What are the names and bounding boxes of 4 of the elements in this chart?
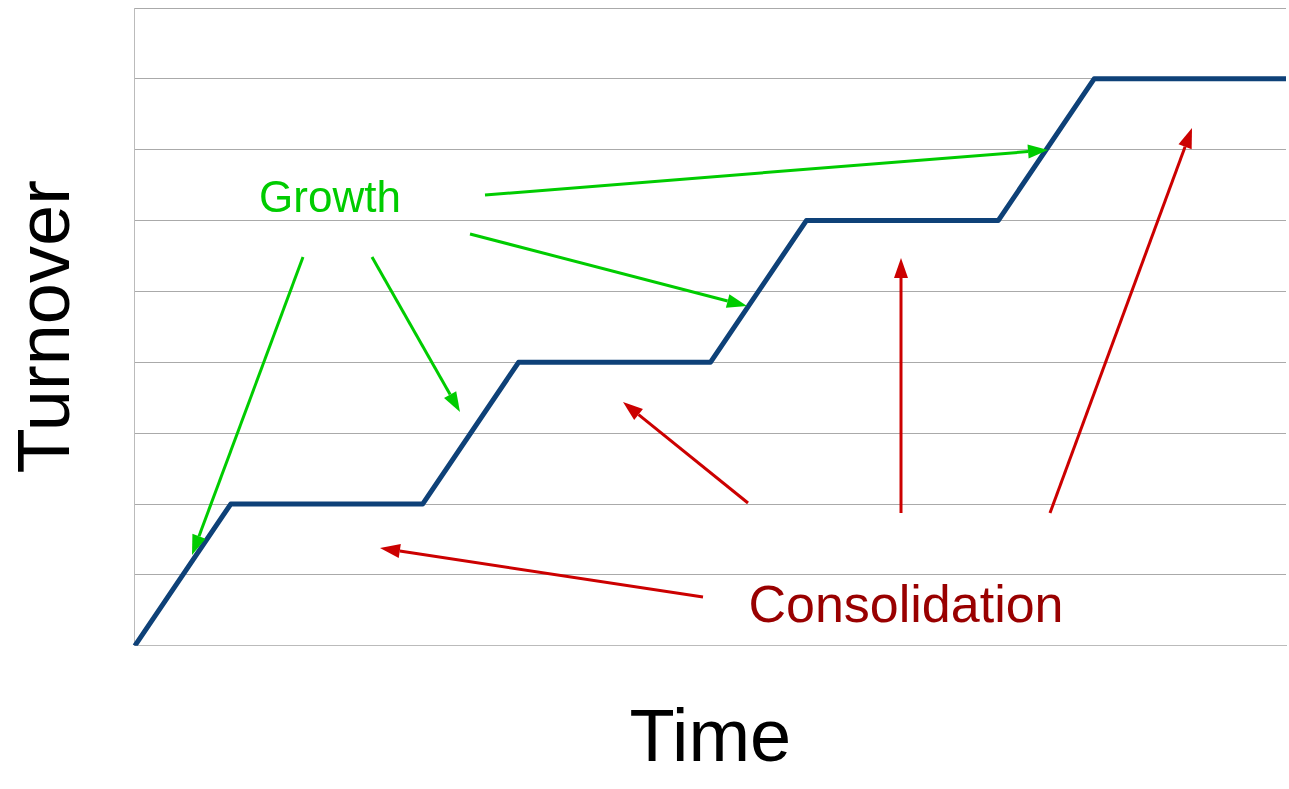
annotation: Consolidation [748,575,1064,633]
annotation: Growth [259,172,401,221]
y-axis-title: Turnover [1,180,85,474]
x-axis-title: Time [629,694,792,778]
